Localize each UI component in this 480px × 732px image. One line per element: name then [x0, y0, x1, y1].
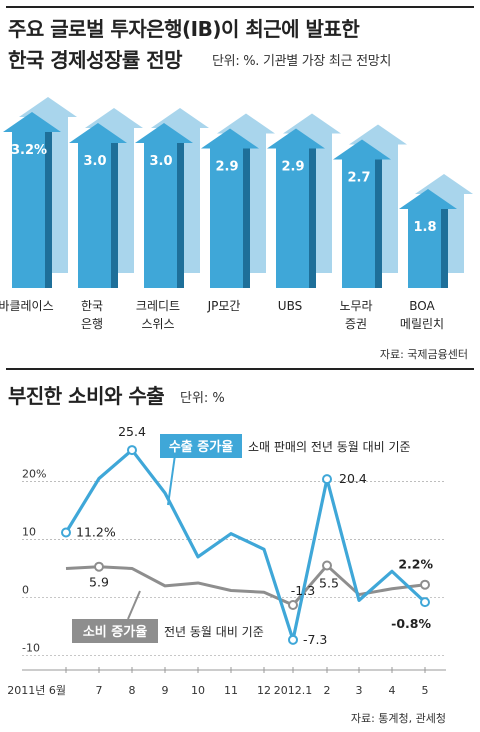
y-tick-label: 0: [22, 583, 29, 596]
top-rule: [6, 6, 474, 8]
export-legend-box: [160, 434, 242, 458]
x-tick-label: 2: [324, 684, 331, 697]
bar-category-label: 은행: [81, 316, 103, 331]
data-point-marker: [288, 634, 298, 645]
bar-arrow-front: [3, 112, 61, 288]
bar-arrow-front: [333, 139, 391, 288]
x-tick-label: 5: [422, 684, 429, 697]
consumption-point-label: -1.3: [291, 583, 315, 598]
bar-value-label: 2.9: [281, 160, 304, 175]
bar-chart-source: 자료: 국제금융센터: [379, 348, 468, 361]
x-tick-label: 3: [356, 684, 363, 697]
data-point-marker: [127, 445, 137, 456]
bar-arrow-side: [177, 143, 184, 288]
x-tick-label: 9: [162, 684, 169, 697]
bar-category-label: 노무라: [339, 299, 372, 313]
data-point-marker: [420, 579, 430, 590]
bar-arrow: [3, 97, 77, 288]
bar-value-label: 2.9: [215, 160, 238, 175]
x-tick-label: 12: [257, 684, 271, 697]
bar-value-label: 2.7: [347, 171, 370, 186]
bar-category-label: 바클레이스: [0, 299, 54, 313]
consumption-legend-box: [72, 619, 158, 643]
consumption-legend-label: 소비 증가율: [83, 624, 147, 640]
export-point-label: -7.3: [303, 632, 327, 647]
data-point-marker: [288, 600, 298, 611]
data-point-marker: [61, 527, 71, 538]
bar-value-label: 3.2%: [11, 143, 47, 158]
x-tick-label: 11: [224, 684, 238, 697]
bar-arrow: [201, 113, 275, 288]
consumption-legend-note: 전년 동월 대비 기준: [164, 625, 264, 639]
bar-arrow: [333, 124, 407, 288]
bar-category-label: 한국: [81, 299, 103, 313]
bar-category-label: 증권: [345, 317, 367, 331]
x-tick-label: 8: [129, 684, 136, 697]
line-chart-source: 자료: 통계청, 관세청: [350, 712, 446, 725]
bar-arrow-front: [135, 123, 193, 288]
bar-value-label: 1.8: [413, 220, 436, 235]
data-point-marker: [94, 561, 104, 572]
bar-arrow-side: [111, 143, 118, 288]
consumption-export-line-chart: 20% 10 0 -10 2011년 6월 7 8 9 10 11 12 2012.1 2 3 4 5 11.2…: [7, 424, 446, 697]
export-point-label: 20.4: [339, 471, 367, 486]
bar-category-label: UBS: [278, 299, 302, 313]
bar-category-label: 메릴린치: [400, 317, 444, 331]
x-tick-label: 10: [191, 684, 205, 697]
export-point-label: 11.2%: [76, 524, 116, 539]
data-point-marker: [420, 597, 430, 608]
line-chart-unit: 단위: %: [180, 391, 225, 406]
x-tick-label: 2011년 6월: [7, 684, 66, 697]
bar-chart-title-line2: 한국 경제성장률 전망: [8, 48, 183, 72]
bar-value-label: 3.0: [149, 154, 172, 169]
bar-chart-unit: 단위: %. 기관별 가장 최근 전망치: [212, 54, 392, 69]
bar-arrow-side: [375, 159, 382, 288]
x-tick-label: 7: [96, 684, 103, 697]
bar-category-label: JP모간: [207, 299, 241, 313]
bar-arrow-front: [201, 128, 259, 288]
bar-chart-title-line1: 주요 글로벌 투자은행(IB)이 최근에 발표한: [8, 17, 360, 41]
export-legend-note: 소매 판매의 전년 동월 대비 기준: [248, 440, 411, 454]
bar-arrow: [135, 108, 209, 288]
bar-arrow: [267, 113, 341, 288]
y-tick-label: -10: [22, 641, 40, 654]
data-point-marker: [322, 474, 332, 485]
x-tick-label: 2012.1: [274, 684, 313, 697]
bar-arrow: [399, 174, 473, 288]
bar-arrow-side: [441, 209, 448, 288]
consumption-series-line: [65, 564, 426, 607]
y-tick-label: 10: [22, 525, 36, 538]
bar-arrow-front: [399, 189, 457, 288]
consumption-point-label: 5.9: [89, 575, 109, 590]
bar-category-label: 스위스: [141, 317, 174, 331]
consumption-callout-pointer: [127, 590, 141, 620]
bar-category-label: 크레디트: [136, 299, 180, 313]
export-series-line: [64, 448, 427, 642]
data-point-marker: [322, 560, 332, 571]
bar-arrow-side: [45, 132, 52, 288]
bar-value-label: 3.0: [83, 154, 106, 169]
bar-category-label: BOA: [409, 299, 435, 313]
x-tick-label: 4: [389, 684, 396, 697]
export-legend-label: 수출 증가율: [169, 439, 233, 455]
bar-arrow: [69, 108, 143, 288]
y-tick-label: 20%: [22, 467, 46, 480]
line-chart-title: 부진한 소비와 수출: [8, 384, 165, 408]
export-callout-pointer: [167, 454, 176, 506]
bar-arrow-side: [309, 148, 316, 288]
bar-arrow-front: [267, 128, 325, 288]
section-divider: [6, 368, 474, 370]
consumption-point-label: 5.5: [319, 576, 339, 591]
export-point-label: 25.4: [118, 424, 146, 439]
bar-arrow-front: [69, 123, 127, 288]
consumption-point-label: 2.2%: [398, 557, 433, 572]
bar-arrow-side: [243, 148, 250, 288]
export-point-label: -0.8%: [391, 616, 431, 631]
